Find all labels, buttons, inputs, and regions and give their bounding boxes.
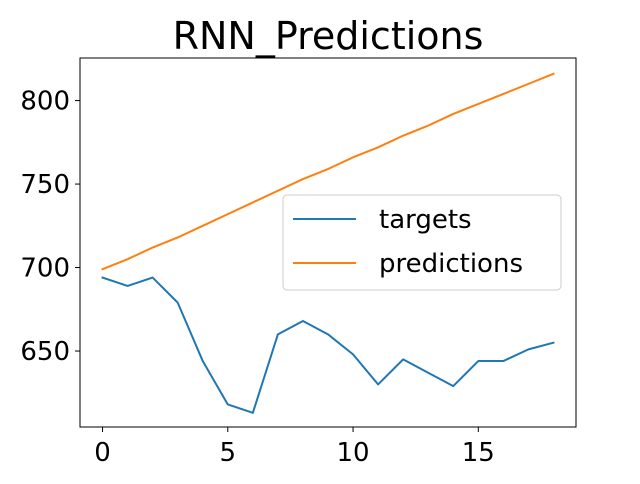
y-tick-label: 800 [20,87,70,117]
x-tick-label: 10 [337,438,370,468]
x-tick-label: 0 [94,438,111,468]
y-tick-label: 700 [20,254,70,284]
chart-title: RNN_Predictions [173,14,484,58]
series-line-predictions [101,72,555,271]
y-tick-label: 650 [20,337,70,367]
plot-area-frame [79,57,577,428]
series-layer [101,72,555,414]
y-tick-label: 750 [20,170,70,200]
x-tick-label: 5 [220,438,237,468]
legend: targets predictions [282,194,562,291]
legend-label-predictions: predictions [379,249,523,279]
legend-label-targets: targets [379,205,472,235]
x-tick-label: 15 [462,438,495,468]
x-axis: 0 5 10 15 [94,427,495,468]
series-line-targets [101,276,555,414]
y-axis: 650 700 750 800 [20,87,80,367]
